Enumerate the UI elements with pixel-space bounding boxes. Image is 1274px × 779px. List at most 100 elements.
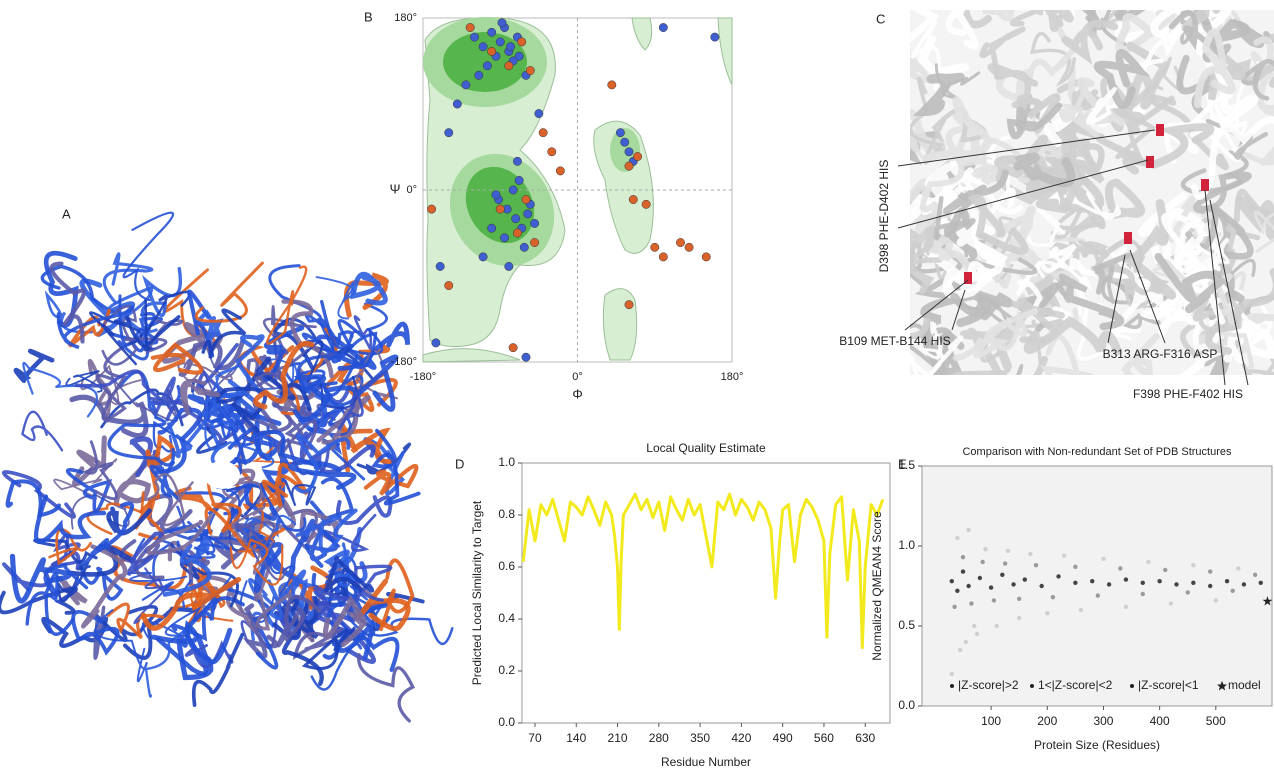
- point: [1169, 601, 1173, 605]
- x-tick-label: 300: [1093, 714, 1113, 728]
- annotation: D398 PHE-D402 HIS: [877, 160, 891, 273]
- panel-label: A: [62, 206, 71, 221]
- residue-highlight: [1124, 232, 1132, 244]
- point: [479, 253, 487, 261]
- residue-highlight: [1201, 179, 1209, 191]
- point: [1073, 565, 1077, 569]
- point: [1236, 566, 1240, 570]
- point: [1056, 574, 1060, 578]
- x-tick-label: 210: [608, 731, 628, 745]
- point: [505, 262, 513, 270]
- point: [1000, 573, 1004, 577]
- point: [466, 23, 474, 31]
- point: [505, 62, 513, 70]
- point: [629, 195, 637, 203]
- plot-frame: [522, 463, 890, 723]
- point: [548, 148, 556, 156]
- point: [685, 243, 693, 251]
- ribbon: [23, 412, 63, 451]
- point: [427, 205, 435, 213]
- panel-label: B: [364, 9, 373, 24]
- point: [621, 138, 629, 146]
- point: [515, 52, 523, 60]
- annotation: F398 PHE-F402 HIS: [1133, 387, 1243, 401]
- x-tick-label: 100: [981, 714, 1001, 728]
- point: [1045, 611, 1049, 615]
- y-axis-label: Predicted Local Similarity to Target: [470, 500, 484, 685]
- point: [980, 560, 984, 564]
- point: [1073, 581, 1077, 585]
- point: [1191, 563, 1195, 567]
- plot-frame: [922, 466, 1272, 706]
- point: [470, 33, 478, 41]
- x-axis-label: Residue Number: [661, 755, 751, 769]
- x-tick-label: 400: [1150, 714, 1170, 728]
- point: [475, 71, 483, 79]
- point: [445, 128, 453, 136]
- x-axis-label: Protein Size (Residues): [1034, 738, 1160, 752]
- point: [676, 238, 684, 246]
- point: [958, 648, 962, 652]
- point: [487, 28, 495, 36]
- chart-title: Comparison with Non-redundant Set of PDB…: [962, 446, 1232, 458]
- annotation: B313 ARG-F316 ASP: [1103, 347, 1218, 361]
- point: [513, 157, 521, 165]
- point: [513, 229, 521, 237]
- point: [1107, 582, 1111, 586]
- point: [445, 281, 453, 289]
- x-tick-label: 70: [528, 731, 542, 745]
- ribbon: [359, 655, 413, 721]
- point: [711, 33, 719, 41]
- protein-structure: [0, 213, 452, 721]
- point: [487, 47, 495, 55]
- point: [969, 601, 973, 605]
- point: [535, 109, 543, 117]
- point: [625, 162, 633, 170]
- y-tick-label: 1.0: [898, 538, 915, 552]
- x-tick-label: 350: [690, 731, 710, 745]
- point: [950, 579, 954, 583]
- point: [1191, 581, 1195, 585]
- point: [1028, 552, 1032, 556]
- point: [642, 200, 650, 208]
- point: [964, 640, 968, 644]
- point: [496, 38, 504, 46]
- point: [1124, 605, 1128, 609]
- point: [966, 584, 970, 588]
- point: [975, 632, 979, 636]
- point: [1141, 592, 1145, 596]
- point: [436, 262, 444, 270]
- point: [539, 128, 547, 136]
- legend-symbol: [1130, 684, 1134, 688]
- point: [524, 210, 532, 218]
- point: [432, 339, 440, 347]
- y-axis-label: Ψ: [390, 181, 401, 196]
- point: [1006, 549, 1010, 553]
- y-tick-label: 0.0: [498, 715, 515, 729]
- x-tick-label: -180°: [410, 371, 436, 383]
- point: [1003, 561, 1007, 565]
- point: [625, 148, 633, 156]
- point: [961, 569, 965, 573]
- point: [950, 672, 954, 676]
- point: [961, 555, 965, 559]
- x-tick-label: 500: [1206, 714, 1226, 728]
- y-tick-label: -180°: [391, 356, 417, 368]
- legend-symbol: [950, 684, 954, 688]
- x-tick-label: 0°: [572, 371, 583, 383]
- point: [1186, 590, 1190, 594]
- y-tick-label: 0°: [406, 184, 417, 196]
- point: [1259, 581, 1263, 585]
- point: [1230, 589, 1234, 593]
- y-tick-label: 0.2: [498, 663, 515, 677]
- point: [1157, 579, 1161, 583]
- allowed-region: [603, 289, 636, 360]
- x-tick-label: 140: [566, 731, 586, 745]
- point: [530, 238, 538, 246]
- point: [530, 219, 538, 227]
- y-tick-label: 1.0: [498, 455, 515, 469]
- point: [1101, 557, 1105, 561]
- point: [1017, 597, 1021, 601]
- point: [1079, 608, 1083, 612]
- point: [955, 536, 959, 540]
